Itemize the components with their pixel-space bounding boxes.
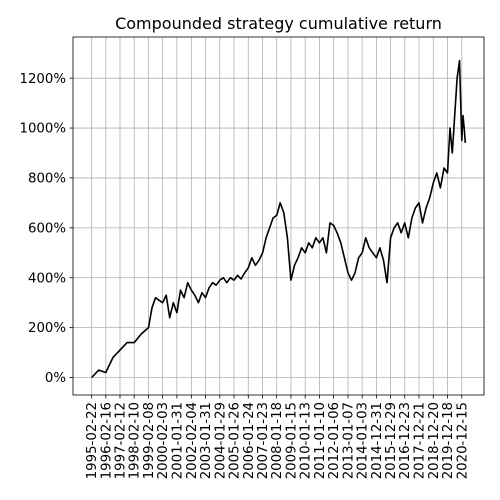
x-tick-label: 2000-02-03 — [156, 402, 171, 479]
x-tick-label: 2008-01-18 — [270, 402, 285, 479]
x-ticks: 1995-02-22 1996-02-16 1997-02-12 1998-02-10… — [85, 395, 470, 479]
x-tick-label: 2019-12-18 — [441, 402, 456, 479]
y-tick-label: 800% — [28, 172, 66, 187]
x-tick-label: 2020-12-15 — [455, 402, 470, 479]
x-tick-label: 2010-01-13 — [299, 402, 314, 479]
x-tick-label: 2009-01-15 — [284, 402, 299, 479]
x-tick-label: 2007-01-23 — [256, 402, 271, 479]
series-layer — [91, 59, 467, 379]
plot-frame — [72, 36, 485, 396]
grid — [73, 37, 484, 395]
x-tick-label: 2002-02-04 — [185, 402, 200, 479]
y-tick-label: 1200% — [20, 72, 66, 87]
cumulative-return-line — [91, 59, 467, 379]
chart-title: Compounded strategy cumulative return — [115, 14, 442, 33]
x-tick-label: 2011-01-10 — [313, 402, 328, 479]
x-tick-label: 2017-12-21 — [412, 402, 427, 479]
x-tick-label: 1999-02-08 — [142, 402, 157, 479]
x-tick-label: 2012-01-06 — [327, 402, 342, 479]
x-tick-label: 2018-12-20 — [427, 402, 442, 479]
x-tick-label: 2006-01-24 — [242, 402, 257, 479]
y-tick-label: 0% — [45, 371, 66, 386]
x-tick-label: 2016-12-23 — [398, 402, 413, 479]
x-tick-label: 2013-01-07 — [341, 402, 356, 479]
x-tick-label: 2004-01-29 — [213, 402, 228, 479]
x-tick-label: 1995-02-22 — [85, 402, 100, 479]
x-tick-label: 1997-02-12 — [113, 402, 128, 479]
y-ticks: 0% 200% 400% 600% 800% 1000% 1200% — [20, 72, 73, 386]
x-tick-label: 2015-12-29 — [384, 402, 399, 479]
y-tick-label: 400% — [28, 271, 66, 286]
x-tick-label: 1996-02-16 — [99, 402, 114, 479]
x-tick-label: 2001-01-31 — [170, 402, 185, 479]
y-tick-label: 600% — [28, 221, 66, 236]
x-tick-label: 1998-02-10 — [128, 402, 143, 479]
y-tick-label: 1000% — [20, 122, 66, 137]
axes — [72, 36, 485, 396]
y-tick-label: 200% — [28, 321, 66, 336]
x-tick-label: 2014-01-03 — [356, 402, 371, 479]
x-tick-label: 2005-01-26 — [228, 402, 243, 479]
x-tick-label: 2003-01-31 — [199, 402, 214, 479]
x-tick-label: 2014-12-31 — [370, 402, 385, 479]
